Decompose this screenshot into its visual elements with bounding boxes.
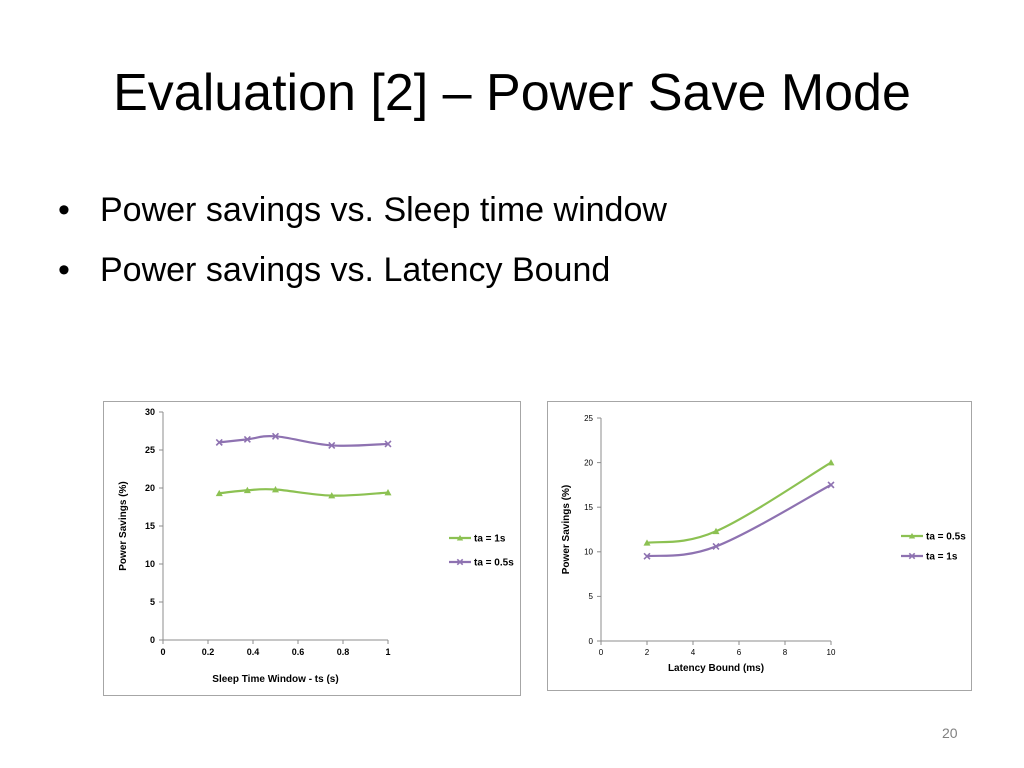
- chart-power-vs-latency-bound: 0 5 10 15 20 25 0 2 4 6 8 10 Latency Bound (ms) Power…: [547, 401, 972, 691]
- y-tick-label: 20: [145, 483, 155, 493]
- triangle-marker: [643, 539, 651, 546]
- y-tick-label: 10: [145, 559, 155, 569]
- x-marker-stroke: [908, 552, 916, 560]
- y-tick-label: 25: [145, 445, 155, 455]
- page-number: 20: [942, 725, 958, 741]
- x-tick-label: 0: [599, 648, 604, 657]
- chart-power-vs-sleep-time: 0 5 10 15 20 25 30 0 0.2 0.4 0.6 0.8 1 Sleep Time Win…: [103, 401, 521, 696]
- triangle-marker: [908, 532, 916, 539]
- y-tick-label: 15: [584, 503, 593, 512]
- x-tick-label: 8: [783, 648, 788, 657]
- triangle-marker: [456, 534, 464, 541]
- legend-label: ta = 1s: [926, 552, 958, 563]
- y-tick-label: 5: [589, 592, 594, 601]
- triangle-marker: [712, 527, 720, 535]
- y-axis-label: Power Savings (%): [118, 481, 129, 570]
- y-tick-label: 0: [150, 635, 155, 645]
- triangle-marker: [827, 459, 835, 466]
- x-marker-stroke: [243, 435, 251, 443]
- legend-label: ta = 0.5s: [926, 532, 966, 543]
- y-tick-label: 5: [150, 597, 155, 607]
- bullet-text: Power savings vs. Sleep time window: [100, 191, 667, 229]
- x-axis-label: Sleep Time Window - ts (s): [212, 674, 338, 685]
- x-marker: [643, 552, 651, 560]
- x-marker: [827, 481, 835, 489]
- x-tick-label: 0.6: [292, 647, 305, 657]
- series-line: [646, 483, 832, 558]
- x-tick-label: 0.8: [337, 647, 350, 657]
- x-marker-stroke: [712, 542, 720, 550]
- x-tick-label: 2: [645, 648, 650, 657]
- x-marker-stroke: [271, 432, 280, 440]
- y-tick-label: 0: [589, 637, 594, 646]
- y-tick-label: 25: [584, 414, 593, 423]
- y-tick-label: 30: [145, 407, 155, 417]
- bullet-dot-icon: •: [58, 250, 70, 289]
- x-marker-stroke: [827, 481, 835, 489]
- legend-label: ta = 0.5s: [474, 558, 514, 569]
- triangle-marker: [215, 489, 223, 497]
- series-line: [646, 461, 832, 544]
- bullet-list: • Power savings vs. Sleep time window • …: [58, 190, 667, 310]
- chart-2-svg: 0 5 10 15 20 25 0 2 4 6 8 10 Latency Bound (ms) Power…: [561, 414, 966, 674]
- x-marker: [908, 552, 916, 560]
- x-marker: [328, 441, 336, 449]
- x-axis-label: Latency Bound (ms): [668, 663, 764, 674]
- y-axis-label: Power Savings (%): [561, 485, 572, 574]
- triangle-marker: [272, 486, 279, 493]
- bullet-item: • Power savings vs. Latency Bound: [58, 250, 667, 291]
- x-tick-label: 6: [737, 648, 742, 657]
- x-marker-stroke: [384, 440, 392, 448]
- bullet-item: • Power savings vs. Sleep time window: [58, 190, 667, 231]
- x-tick-label: 0.4: [247, 647, 260, 657]
- x-tick-label: 10: [827, 648, 836, 657]
- x-tick-label: 1: [385, 647, 390, 657]
- x-marker: [384, 440, 392, 448]
- x-marker: [243, 435, 251, 443]
- bullet-dot-icon: •: [58, 191, 70, 229]
- x-marker-stroke: [456, 558, 464, 566]
- x-marker-stroke: [643, 552, 651, 560]
- x-marker-stroke: [328, 441, 336, 449]
- x-marker-stroke: [215, 438, 223, 446]
- x-marker: [215, 438, 223, 446]
- bullet-text: Power savings vs. Latency Bound: [100, 250, 611, 289]
- chart-1-svg: 0 5 10 15 20 25 30 0 0.2 0.4 0.6 0.8 1 Sleep Time Win…: [118, 407, 514, 685]
- y-tick-label: 15: [145, 521, 155, 531]
- x-marker: [271, 432, 280, 440]
- triangle-marker: [384, 489, 392, 496]
- x-marker: [712, 542, 720, 550]
- x-tick-label: 0: [160, 647, 165, 657]
- legend-label: ta = 1s: [474, 534, 506, 545]
- triangle-marker: [243, 486, 251, 494]
- y-tick-label: 20: [584, 458, 593, 467]
- y-tick-label: 10: [584, 548, 593, 557]
- slide-title: Evaluation [2] – Power Save Mode: [113, 64, 911, 122]
- x-tick-label: 4: [691, 648, 696, 657]
- x-marker: [456, 558, 464, 566]
- x-tick-label: 0.2: [202, 647, 215, 657]
- triangle-marker: [328, 492, 336, 499]
